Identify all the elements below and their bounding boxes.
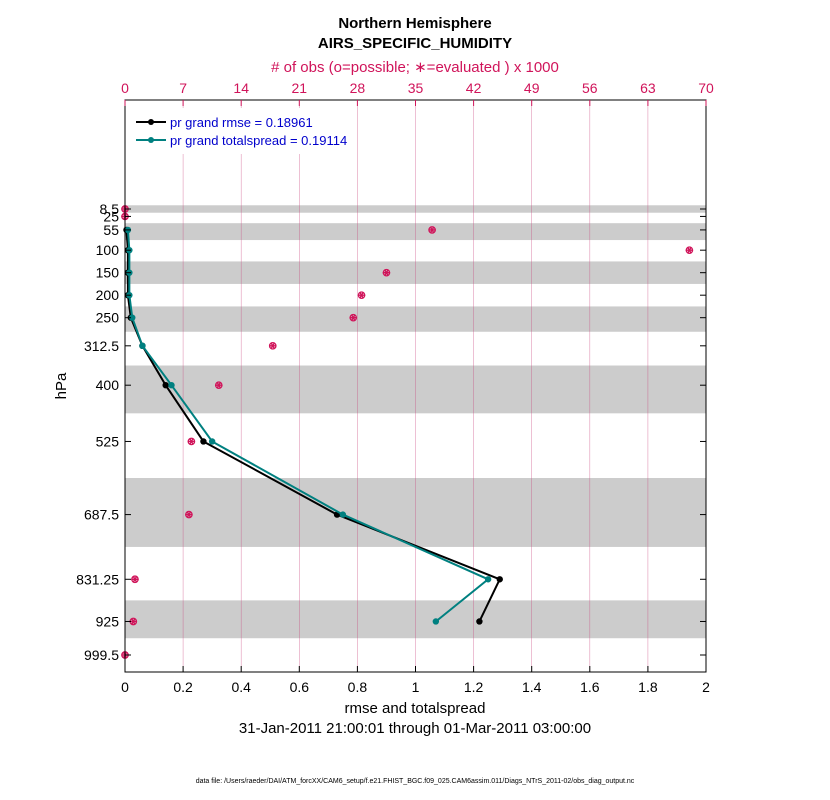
obs-evaluated-4-stroke-2: [384, 269, 389, 277]
y-tick-label-5: 200: [96, 287, 120, 303]
obs-evaluated-3: [685, 246, 694, 254]
top-tick-label-7: 49: [524, 80, 540, 96]
obs-evaluated-5-stroke-2: [359, 291, 364, 299]
series-1-point-10: [432, 618, 440, 625]
legend-label-rmse: pr grand rmse = 0.18961: [170, 115, 313, 130]
series-1-point-6: [168, 381, 175, 389]
x-tick-label-1: 0.2: [173, 679, 193, 695]
y-tick-label-13: 999.5: [84, 647, 119, 663]
series-1-point-4: [129, 314, 136, 321]
top-tick-label-1: 7: [179, 80, 187, 96]
y-tick-label-2: 55: [103, 222, 119, 238]
top-tick-label-10: 70: [698, 80, 714, 96]
top-tick-label-8: 56: [582, 80, 598, 96]
obs-evaluated-5: [357, 291, 366, 299]
x-tick-label-10: 2: [702, 679, 710, 695]
y-tick-label-4: 150: [96, 265, 120, 281]
vertical-grid: [182, 100, 649, 672]
series-0-point-10: [476, 618, 483, 625]
obs-evaluated-6: [349, 314, 357, 322]
chart-title: Northern Hemisphere: [338, 15, 491, 32]
series-1-point-5: [139, 342, 146, 350]
top-tick-label-9: 63: [640, 80, 656, 96]
x-axis-label: rmse and totalspread: [345, 700, 486, 717]
x-tick-label-2: 0.4: [231, 679, 251, 695]
obs-evaluated-8: [215, 381, 223, 389]
series-line-1: [126, 229, 491, 623]
obs-evaluated-10: [185, 511, 193, 519]
y-tick-label-10: 687.5: [84, 507, 119, 523]
x-tick-label-9: 1.8: [638, 679, 658, 695]
top-tick-label-0: 0: [121, 80, 129, 96]
top-tick-label-3: 21: [292, 80, 308, 96]
series-0-point-7: [200, 438, 207, 445]
obs-evaluated-9: [187, 437, 195, 445]
obs-evaluated-8-stroke-2: [216, 381, 222, 389]
x-tick-label-7: 1.4: [522, 679, 542, 695]
series-1-point-7: [208, 438, 216, 445]
y-tick-label-11: 831.25: [76, 571, 119, 587]
top-tick-label-6: 42: [466, 80, 482, 96]
obs-evaluated-7: [269, 342, 277, 350]
legend-marker-rmse: [148, 119, 154, 125]
series-line-0: [125, 229, 502, 622]
obs-evaluated-11-stroke-2: [132, 575, 138, 583]
y-tick-label-0: 8.5: [100, 201, 120, 217]
date-range: 31-Jan-2011 21:00:01 through 01-Mar-2011…: [239, 720, 591, 737]
series-layer: [123, 226, 503, 625]
legend-marker-spread: [148, 137, 154, 143]
obs-evaluated-9-stroke-2: [188, 437, 194, 445]
x-tick-label-6: 1.2: [464, 679, 484, 695]
obs-evaluated-12-stroke-2: [130, 618, 136, 625]
legend-box: [130, 108, 340, 154]
y-tick-label-7: 312.5: [84, 338, 119, 354]
y-tick-label-8: 400: [96, 377, 120, 393]
y-tick-label-9: 525: [96, 433, 120, 449]
y-tick-label-12: 925: [96, 613, 120, 629]
x-tick-label-8: 1.6: [580, 679, 600, 695]
obs-evaluated-2: [428, 226, 436, 234]
top-tick-label-2: 14: [233, 80, 249, 96]
top-tick-label-4: 28: [350, 80, 366, 96]
obs-evaluated-7-stroke-2: [270, 342, 276, 350]
obs-evaluated-2-stroke-2: [429, 226, 435, 234]
obs-evaluated-6-stroke-2: [350, 314, 356, 322]
top-tick-label-5: 35: [408, 80, 424, 96]
obs-evaluated-4: [382, 269, 391, 277]
legend-label-spread: pr grand totalspread = 0.19114: [170, 133, 347, 148]
x-tick-label-4: 0.8: [348, 679, 368, 695]
obs-evaluated-3-stroke-2: [686, 246, 692, 254]
obs-evaluated-10-stroke-2: [186, 511, 192, 519]
top-axis-label: # of obs (o=possible; ∗=evaluated ) x 10…: [271, 59, 559, 76]
chart-subtitle: AIRS_SPECIFIC_HUMIDITY: [318, 35, 512, 52]
y-tick-label-1: 25: [103, 208, 119, 224]
series-0-point-9: [496, 576, 503, 583]
y-tick-label-6: 250: [96, 310, 120, 326]
y-axis-label: hPa: [53, 372, 70, 399]
x-tick-label-3: 0.6: [290, 679, 310, 695]
series-0-point-6: [162, 381, 169, 389]
axis-ticks: 0 0.2 0.4 0.6 0.8 1 1.2 1.4 1.6 1.8 2 0 7 14 21 28 35 42 4…: [76, 80, 714, 695]
series-1-point-8: [339, 511, 347, 518]
footnote: data file: /Users/raeder/DAI/ATM_forcXX/…: [196, 778, 635, 785]
x-tick-label-5: 1: [412, 679, 420, 695]
obs-evaluated-11: [131, 575, 139, 583]
x-tick-label-0: 0: [121, 679, 129, 695]
series-1-point-9: [484, 576, 492, 583]
y-tick-label-3: 100: [96, 242, 120, 258]
legend: pr grand rmse = 0.18961 pr grand totalsp…: [130, 108, 347, 154]
